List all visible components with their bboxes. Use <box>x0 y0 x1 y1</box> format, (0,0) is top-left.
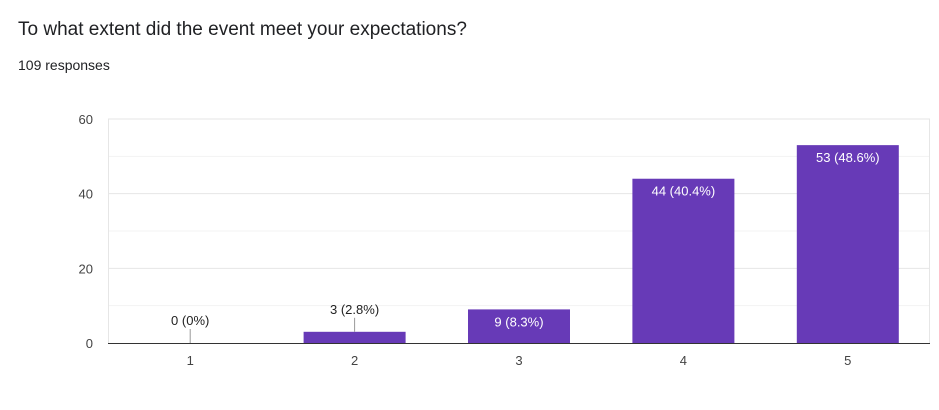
x-tick-label: 5 <box>844 353 851 368</box>
data-label-2: 3 (2.8%) <box>330 302 379 317</box>
y-tick-label: 20 <box>79 261 93 276</box>
data-label-4: 44 (40.4%) <box>652 184 716 199</box>
data-label-1: 0 (0%) <box>171 313 209 328</box>
y-tick-label: 40 <box>79 187 93 202</box>
bars <box>303 145 899 343</box>
x-tick-label: 2 <box>351 353 358 368</box>
axes: 0 20 40 60 1 2 3 4 5 <box>79 112 930 368</box>
bar-2 <box>303 331 406 343</box>
bar-5 <box>796 145 899 343</box>
bar-4 <box>632 178 735 343</box>
data-label-5: 53 (48.6%) <box>816 150 880 165</box>
x-tick-label: 4 <box>680 353 687 368</box>
bar-3 <box>468 309 570 343</box>
x-tick-label: 3 <box>515 353 522 368</box>
data-labels: 0 (0%) 3 (2.8%) 9 (8.3%) 44 (40.4%) 53 (48.6… <box>171 150 880 343</box>
data-label-3: 9 (8.3%) <box>494 314 543 329</box>
question-title: To what extent did the event meet your e… <box>18 19 467 40</box>
y-tick-label: 0 <box>86 336 93 351</box>
response-count: 109 responses <box>18 57 110 73</box>
gridlines <box>108 118 930 343</box>
y-tick-label: 60 <box>79 112 93 127</box>
x-tick-label: 1 <box>187 353 194 368</box>
